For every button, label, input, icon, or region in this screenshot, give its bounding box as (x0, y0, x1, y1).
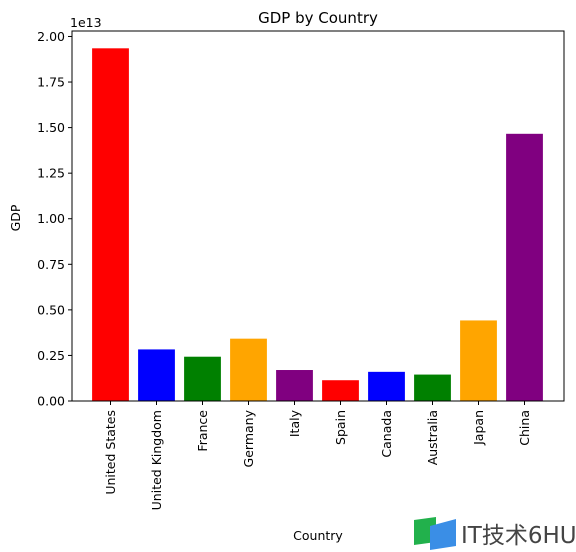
bar-united-states (92, 48, 129, 401)
bar-italy (276, 370, 313, 401)
y-tick-label: 1.75 (37, 75, 65, 90)
watermark-logo-icon (414, 517, 456, 550)
y-axis-label: GDP (8, 204, 23, 231)
bar-china (506, 133, 543, 401)
y-axis-offset-label: 1e13 (70, 15, 102, 30)
y-tick-label: 0.50 (37, 302, 65, 317)
x-tick-label: Japan (471, 410, 486, 446)
y-tick-label: 1.00 (37, 211, 65, 226)
x-axis-label: Country (293, 528, 343, 543)
watermark: IT技术6HU (414, 517, 576, 550)
bar-canada (368, 371, 405, 401)
bar-australia (414, 374, 451, 401)
x-tick-label: Italy (287, 409, 302, 437)
bars (92, 48, 543, 401)
x-tick-label: China (517, 410, 532, 446)
x-tick-label: Canada (379, 410, 394, 458)
y-tick-label: 1.25 (37, 166, 65, 181)
y-tick-label: 0.25 (37, 348, 65, 363)
x-tick-label: Australia (425, 410, 440, 465)
bar-germany (230, 338, 267, 401)
y-tick-label: 0.00 (37, 394, 65, 409)
chart-title: GDP by Country (258, 9, 378, 27)
x-tick-label: France (195, 410, 210, 452)
bar-japan (460, 320, 497, 401)
x-tick-label: Spain (333, 410, 348, 445)
watermark-text: IT技术6HU (461, 523, 576, 549)
x-tick-label: Germany (241, 409, 256, 467)
bar-france (184, 356, 221, 401)
x-tick-label: United States (103, 410, 118, 495)
x-axis-ticks: United States United Kingdom France Germany… (103, 401, 532, 510)
plot-frame (71, 30, 565, 402)
bar-spain (322, 380, 359, 401)
x-tick-label: United Kingdom (149, 410, 164, 510)
y-tick-label: 1.50 (37, 120, 65, 135)
y-tick-label: 2.00 (37, 29, 65, 44)
y-axis-ticks: 0.00 0.25 0.50 0.75 1.00 1.25 1.50 1.75 2.00 (37, 29, 72, 409)
bar-united-kingdom (138, 349, 175, 401)
y-tick-label: 0.75 (37, 257, 65, 272)
